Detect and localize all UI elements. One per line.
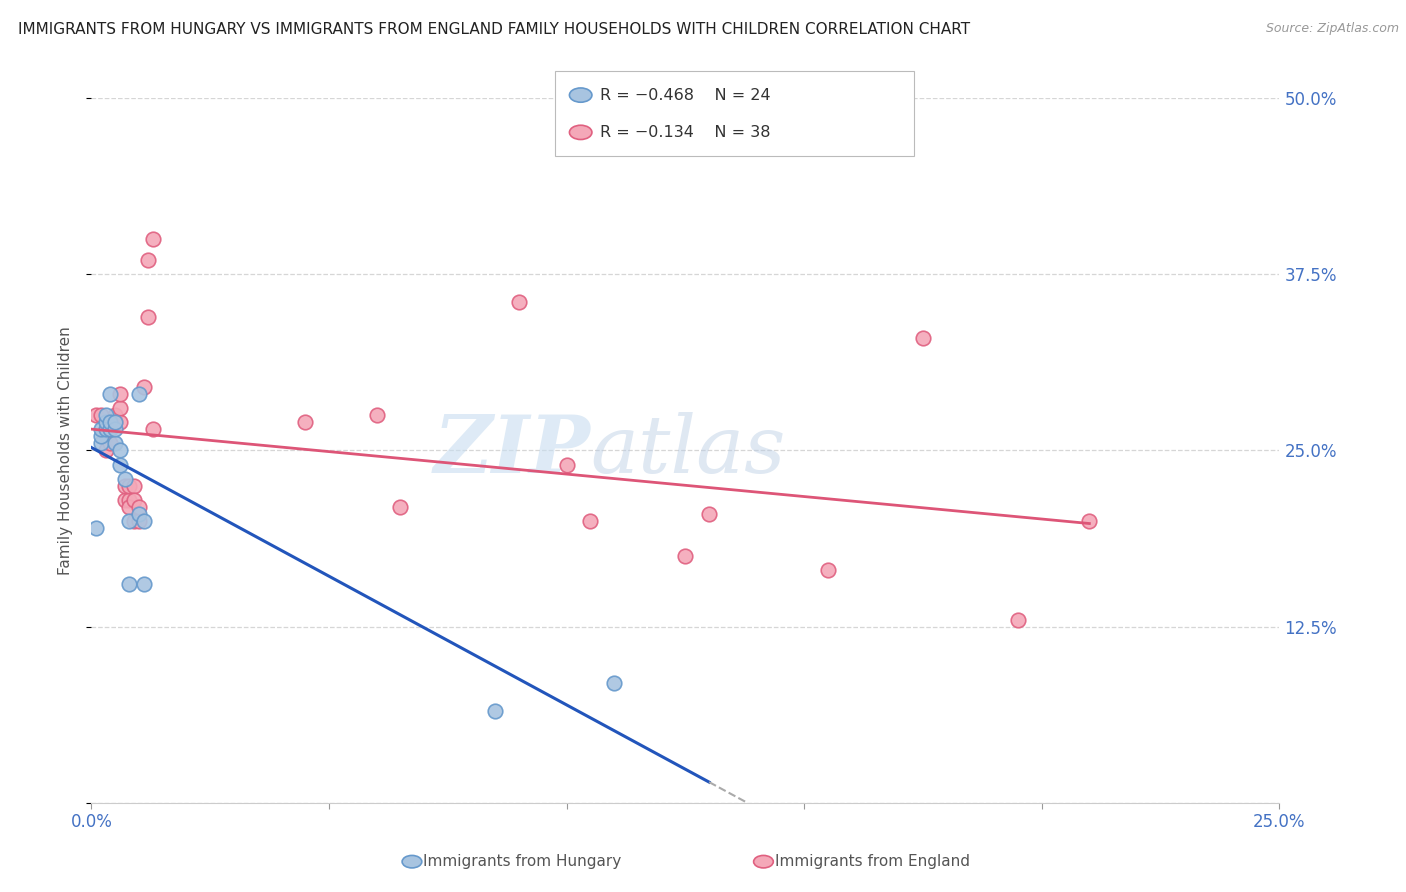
- Text: Source: ZipAtlas.com: Source: ZipAtlas.com: [1265, 22, 1399, 36]
- Point: [122, 479, 145, 493]
- Point: [118, 492, 141, 507]
- Point: [100, 422, 122, 436]
- Point: [94, 409, 117, 423]
- Point: [128, 507, 150, 521]
- Point: [108, 415, 131, 429]
- Text: IMMIGRANTS FROM HUNGARY VS IMMIGRANTS FROM ENGLAND FAMILY HOUSEHOLDS WITH CHILDR: IMMIGRANTS FROM HUNGARY VS IMMIGRANTS FR…: [18, 22, 970, 37]
- Point: [114, 472, 136, 486]
- Point: [94, 415, 117, 429]
- Text: R = −0.134    N = 38: R = −0.134 N = 38: [600, 125, 770, 140]
- Point: [122, 514, 145, 528]
- Point: [84, 521, 107, 535]
- Point: [94, 422, 117, 436]
- Point: [108, 401, 131, 416]
- Point: [90, 429, 112, 443]
- Point: [132, 380, 155, 394]
- Point: [138, 253, 160, 268]
- Point: [100, 436, 122, 450]
- Point: [603, 676, 626, 690]
- Point: [100, 387, 122, 401]
- Point: [132, 514, 155, 528]
- Point: [118, 514, 141, 528]
- Point: [484, 704, 506, 718]
- Point: [555, 458, 578, 472]
- Point: [128, 500, 150, 514]
- Point: [114, 492, 136, 507]
- Point: [90, 409, 112, 423]
- Point: [104, 409, 127, 423]
- Point: [122, 492, 145, 507]
- Point: [118, 577, 141, 591]
- Point: [114, 479, 136, 493]
- Point: [90, 436, 112, 450]
- Point: [104, 415, 127, 429]
- Point: [508, 295, 530, 310]
- Text: Immigrants from Hungary: Immigrants from Hungary: [423, 855, 621, 869]
- Point: [118, 479, 141, 493]
- Point: [108, 443, 131, 458]
- Point: [142, 422, 165, 436]
- Point: [697, 507, 720, 521]
- Point: [94, 429, 117, 443]
- Point: [100, 422, 122, 436]
- Point: [366, 409, 388, 423]
- Text: R = −0.468    N = 24: R = −0.468 N = 24: [600, 87, 770, 103]
- Point: [1007, 613, 1029, 627]
- Point: [104, 436, 127, 450]
- Point: [911, 331, 934, 345]
- Text: Immigrants from England: Immigrants from England: [775, 855, 970, 869]
- Point: [94, 443, 117, 458]
- Point: [100, 415, 122, 429]
- Point: [1078, 514, 1101, 528]
- Point: [128, 514, 150, 528]
- Point: [389, 500, 412, 514]
- Point: [579, 514, 602, 528]
- Point: [90, 422, 112, 436]
- Point: [128, 387, 150, 401]
- Point: [817, 563, 839, 577]
- Point: [108, 387, 131, 401]
- Y-axis label: Family Households with Children: Family Households with Children: [58, 326, 73, 574]
- Point: [294, 415, 316, 429]
- Point: [108, 458, 131, 472]
- Point: [84, 409, 107, 423]
- Point: [104, 415, 127, 429]
- Text: atlas: atlas: [591, 412, 786, 489]
- Point: [132, 577, 155, 591]
- Point: [104, 422, 127, 436]
- Point: [118, 500, 141, 514]
- Point: [142, 232, 165, 246]
- Point: [138, 310, 160, 324]
- Point: [673, 549, 696, 564]
- Text: ZIP: ZIP: [433, 412, 591, 489]
